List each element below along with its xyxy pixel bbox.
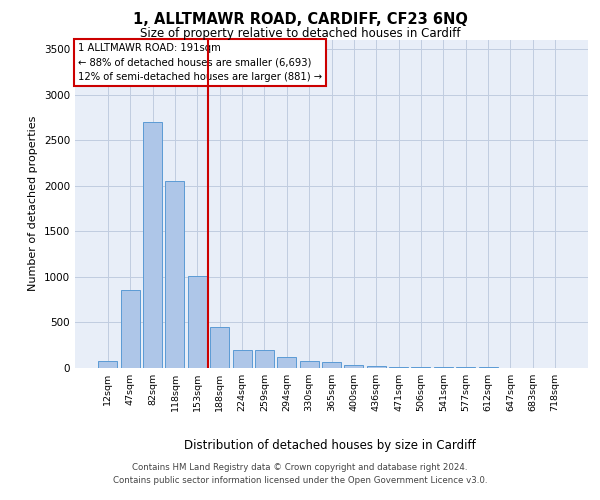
Bar — [121, 290, 140, 368]
Text: Contains HM Land Registry data © Crown copyright and database right 2024.: Contains HM Land Registry data © Crown c… — [132, 464, 468, 472]
Text: Distribution of detached houses by size in Cardiff: Distribution of detached houses by size … — [184, 440, 476, 452]
Bar — [389, 366, 408, 368]
Text: 1, ALLTMAWR ROAD, CARDIFF, CF23 6NQ: 1, ALLTMAWR ROAD, CARDIFF, CF23 6NQ — [133, 12, 467, 28]
Bar — [166, 181, 184, 368]
Bar — [367, 366, 386, 368]
Bar — [299, 360, 319, 368]
Text: Contains public sector information licensed under the Open Government Licence v3: Contains public sector information licen… — [113, 476, 487, 485]
Bar — [233, 350, 251, 368]
Bar — [255, 350, 274, 368]
Text: 1 ALLTMAWR ROAD: 191sqm
← 88% of detached houses are smaller (6,693)
12% of semi: 1 ALLTMAWR ROAD: 191sqm ← 88% of detache… — [77, 44, 322, 82]
Bar — [210, 326, 229, 368]
Bar — [143, 122, 162, 368]
Bar — [322, 362, 341, 368]
Y-axis label: Number of detached properties: Number of detached properties — [28, 116, 38, 292]
Text: Size of property relative to detached houses in Cardiff: Size of property relative to detached ho… — [140, 28, 460, 40]
Bar — [188, 276, 207, 368]
Bar — [344, 365, 364, 368]
Bar — [98, 360, 118, 368]
Bar — [277, 358, 296, 368]
